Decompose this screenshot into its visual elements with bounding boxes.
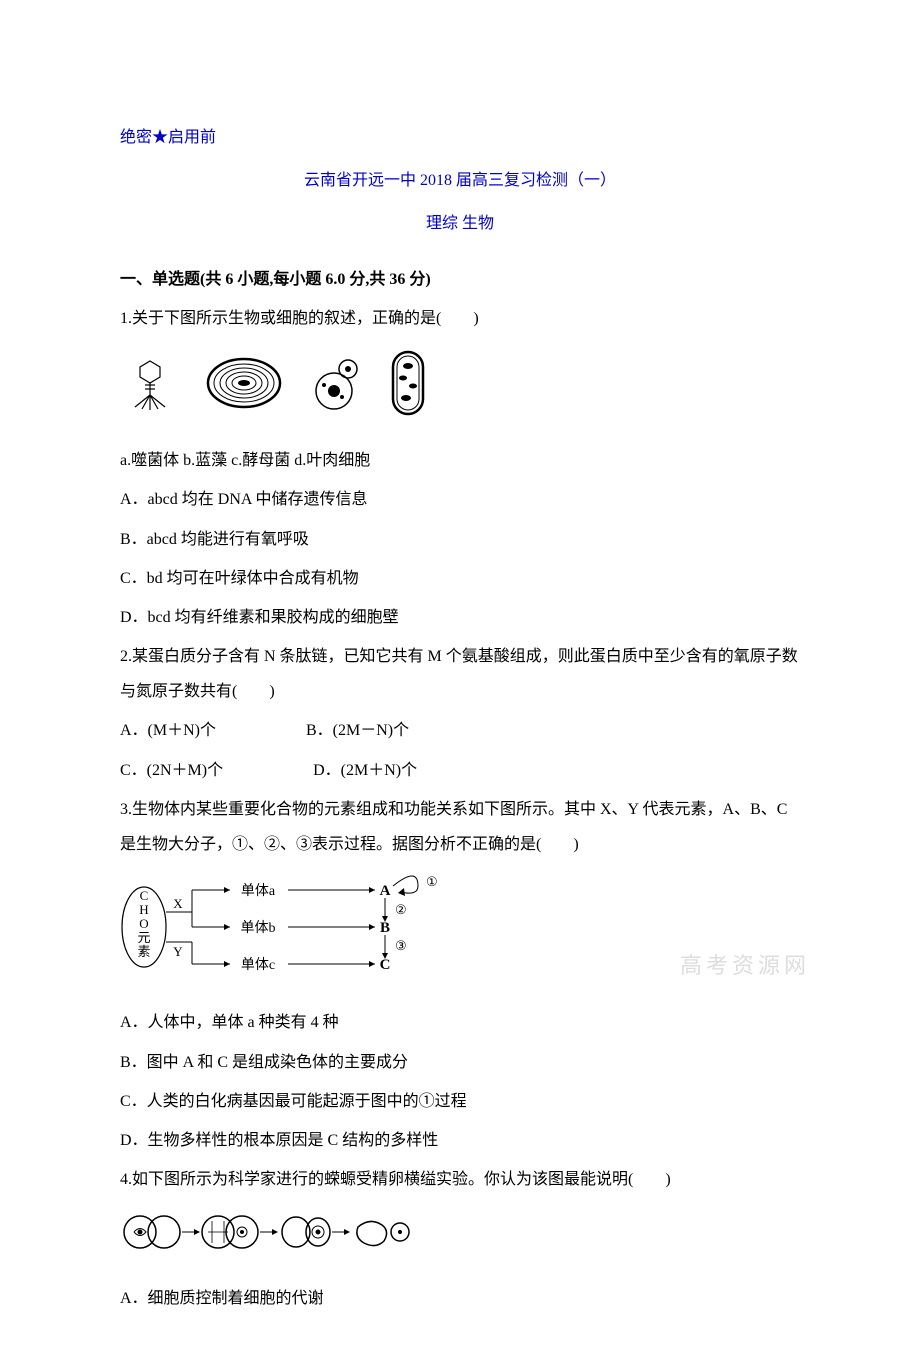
svg-text:B: B (380, 920, 390, 936)
q3-option-b: B．图中 A 和 C 是组成染色体的主要成分 (120, 1045, 800, 1080)
q2-option-b: B．(2M－N)个 (306, 713, 409, 748)
q1-option-a: A．abcd 均在 DNA 中储存遗传信息 (120, 482, 800, 517)
q1-figure-row (120, 348, 800, 431)
q4-figure (120, 1207, 800, 1270)
svg-text:H: H (139, 902, 148, 917)
confidential-label: 绝密★启用前 (120, 120, 800, 155)
q1-caption: a.噬菌体 b.蓝藻 c.酵母菌 d.叶肉细胞 (120, 443, 800, 478)
q3-diagram: C H O 元 素 X Y 单体a 单体b 单体c A B C ① ② (120, 872, 800, 995)
q1-option-c: C．bd 均可在叶绿体中合成有机物 (120, 561, 800, 596)
leaf-cell-icon (388, 348, 428, 431)
svg-text:③: ③ (395, 938, 407, 953)
section-header: 一、单选题(共 6 小题,每小题 6.0 分,共 36 分) (120, 262, 800, 297)
document-subtitle: 理综 生物 (120, 206, 800, 241)
q1-option-b: B．abcd 均能进行有氧呼吸 (120, 522, 800, 557)
q2-options-row-2: C．(2N＋M)个 D．(2M＋N)个 (120, 753, 800, 788)
q2-stem: 2.某蛋白质分子含有 N 条肽链，已知它共有 M 个氨基酸组成，则此蛋白质中至少… (120, 639, 800, 709)
yeast-icon (308, 355, 364, 424)
watermark-text: 高考资源网 (680, 942, 810, 990)
svg-text:C: C (140, 888, 149, 903)
q2-option-a: A．(M＋N)个 (120, 713, 216, 748)
q3-option-d: D．生物多样性的根本原因是 C 结构的多样性 (120, 1123, 800, 1158)
cyanobacteria-icon (204, 355, 284, 424)
q3-stem: 3.生物体内某些重要化合物的元素组成和功能关系如下图所示。其中 X、Y 代表元素… (120, 792, 800, 862)
bacteriophage-icon (120, 355, 180, 424)
q1-option-d: D．bcd 均有纤维素和果胶构成的细胞壁 (120, 600, 800, 635)
svg-text:A: A (380, 883, 391, 899)
svg-text:单体a: 单体a (241, 883, 276, 899)
branch-x-label: X (173, 896, 183, 911)
q4-stem: 4.如下图所示为科学家进行的蝾螈受精卵横缢实验。你认为该图最能说明( ) (120, 1162, 800, 1197)
svg-text:C: C (380, 957, 391, 973)
q3-option-c: C．人类的白化病基因最可能起源于图中的①过程 (120, 1084, 800, 1119)
q3-option-a: A．人体中，单体 a 种类有 4 种 (120, 1005, 800, 1040)
document-title: 云南省开远一中 2018 届高三复习检测（一） (120, 163, 800, 198)
q2-options-row-1: A．(M＋N)个 B．(2M－N)个 (120, 713, 800, 748)
q4-option-a: A．细胞质控制着细胞的代谢 (120, 1281, 800, 1316)
svg-text:①: ① (426, 874, 438, 889)
q1-stem: 1.关于下图所示生物或细胞的叙述，正确的是( ) (120, 301, 800, 336)
svg-text:O: O (139, 916, 148, 931)
svg-text:②: ② (395, 902, 407, 917)
svg-text:单体c: 单体c (241, 957, 275, 973)
svg-text:素: 素 (137, 944, 150, 959)
svg-text:单体b: 单体b (241, 920, 276, 936)
q2-option-d: D．(2M＋N)个 (313, 753, 417, 788)
q2-option-c: C．(2N＋M)个 (120, 753, 223, 788)
svg-text:元: 元 (137, 930, 150, 945)
branch-y-label: Y (173, 944, 183, 959)
